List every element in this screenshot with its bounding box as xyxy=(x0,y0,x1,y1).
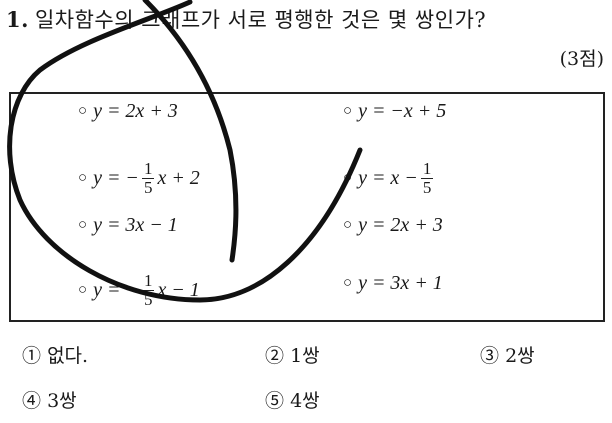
equation-right-1: ○ y = −x + 5 xyxy=(343,100,446,123)
equation-left-3: ○ y = 3x − 1 xyxy=(78,214,178,237)
bullet-circle-icon: ○ xyxy=(78,169,88,186)
bullet-circle-icon: ○ xyxy=(343,103,353,119)
question-stem: 일차함수의 그래프가 서로 평행한 것은 몇 쌍인가? xyxy=(34,8,487,32)
question-number: 1. xyxy=(6,7,29,32)
numerator: 1 xyxy=(141,271,155,291)
bullet-circle-icon: ○ xyxy=(343,169,353,186)
denominator: 5 xyxy=(143,177,153,197)
denominator: 5 xyxy=(422,177,432,197)
equation-left-2: ○ y = −1 5 x + 2 xyxy=(78,160,200,197)
equation-left-4: ○ y = −1 5 x − 1 xyxy=(78,272,200,309)
choice-4[interactable]: ④ 3쌍 xyxy=(22,390,77,412)
bullet-circle-icon: ○ xyxy=(343,217,353,233)
bullet-circle-icon: ○ xyxy=(78,217,88,233)
numerator: 1 xyxy=(420,159,434,179)
equation-text: y = 3x + 1 xyxy=(358,272,443,294)
equation-text: y = −x + 5 xyxy=(358,100,447,122)
equation-text: x − 1 xyxy=(157,278,200,301)
equation-left-1: ○ y = 2x + 3 xyxy=(78,100,178,123)
question-text: 1. 일차함수의 그래프가 서로 평행한 것은 몇 쌍인가? xyxy=(6,4,486,34)
bullet-circle-icon: ○ xyxy=(78,103,88,119)
equation-text: y = − xyxy=(93,278,139,301)
equation-text: y = − xyxy=(93,166,139,189)
denominator: 5 xyxy=(143,289,153,309)
bullet-circle-icon: ○ xyxy=(343,275,353,291)
equation-right-4: ○ y = 3x + 1 xyxy=(343,272,443,295)
choice-5[interactable]: ⑤ 4쌍 xyxy=(265,390,320,412)
equation-right-3: ○ y = 2x + 3 xyxy=(343,214,443,237)
choice-2[interactable]: ② 1쌍 xyxy=(265,345,320,367)
equation-text: y = 2x + 3 xyxy=(358,214,443,236)
choice-1[interactable]: ① 없다. xyxy=(22,345,89,367)
equation-right-2: ○ y = x −1 5 xyxy=(343,160,436,197)
question-points: (3점) xyxy=(559,48,604,70)
equation-text: y = x − xyxy=(358,166,418,189)
equation-text: x + 2 xyxy=(157,166,200,189)
bullet-circle-icon: ○ xyxy=(78,281,88,298)
choice-3[interactable]: ③ 2쌍 xyxy=(480,345,535,367)
numerator: 1 xyxy=(141,159,155,179)
equation-text: y = 3x − 1 xyxy=(93,214,178,236)
equation-text: y = 2x + 3 xyxy=(93,100,178,122)
